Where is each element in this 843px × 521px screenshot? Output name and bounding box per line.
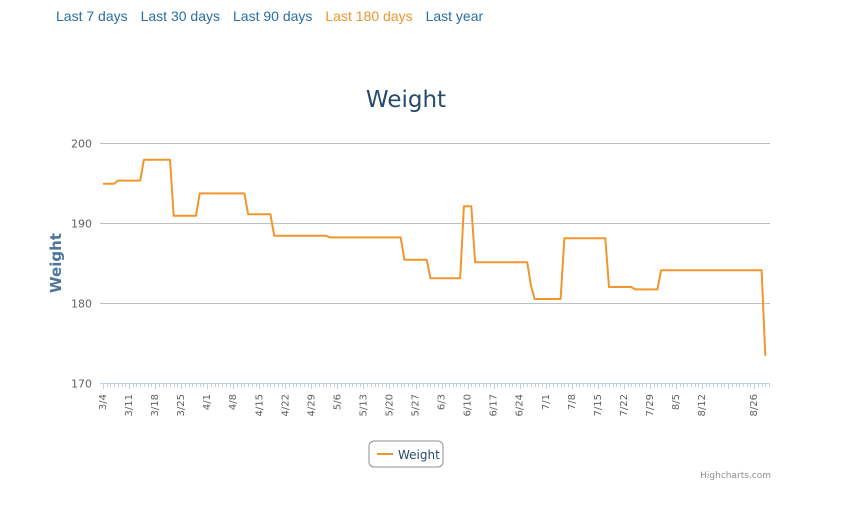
y-axis-label: Weight <box>47 233 65 293</box>
x-tick-label: 3/11 <box>124 394 135 416</box>
x-tick-label: 6/10 <box>463 394 474 416</box>
y-tick-label-170: 170 <box>71 378 92 391</box>
x-tick-label: 3/25 <box>176 394 187 416</box>
range-last-90-days[interactable]: Last 90 days <box>233 8 313 24</box>
x-tick-label: 7/8 <box>567 394 578 410</box>
range-selector: Last 7 days Last 30 days Last 90 days La… <box>56 8 483 24</box>
x-tick-label: 5/20 <box>384 394 395 416</box>
chart-title: Weight <box>366 87 446 113</box>
x-tick-label: 7/22 <box>619 394 630 416</box>
x-tick-label: 8/5 <box>671 394 682 410</box>
y-tick-label-190: 190 <box>71 218 92 231</box>
x-tick-label: 8/12 <box>697 394 708 416</box>
x-tick-label: 6/3 <box>437 394 448 410</box>
x-tick-label: 3/18 <box>150 394 161 416</box>
x-tick-label: 4/22 <box>280 394 291 416</box>
x-tick-label: 6/17 <box>489 394 500 416</box>
range-last-7-days[interactable]: Last 7 days <box>56 8 128 24</box>
x-tick-label: 3/4 <box>98 394 109 410</box>
legend[interactable]: Weight <box>368 440 444 468</box>
x-tick-label: 5/6 <box>332 394 343 410</box>
series-weight <box>103 158 767 356</box>
y-axis: 170 180 190 200 <box>71 138 92 391</box>
credits-link[interactable]: Highcharts.com <box>700 471 771 481</box>
x-tick-label: 4/1 <box>202 394 213 410</box>
range-last-year[interactable]: Last year <box>425 8 484 24</box>
x-tick-label: 4/8 <box>228 394 239 410</box>
x-tick-label: 7/1 <box>541 394 552 410</box>
range-last-30-days[interactable]: Last 30 days <box>140 8 220 24</box>
y-tick-label-200: 200 <box>71 138 92 151</box>
x-tick-label: 8/26 <box>749 394 760 416</box>
legend-item-weight[interactable]: Weight <box>398 448 440 462</box>
x-axis: 3/4 3/11 3/18 3/25 4/1 4/8 4/15 4/22 4/29 5/6 5/13… <box>98 383 770 416</box>
x-tick-label: 7/29 <box>645 394 656 416</box>
series-line-0 <box>103 158 767 356</box>
legend-box <box>368 440 444 468</box>
x-tick-label: 5/27 <box>411 394 422 416</box>
x-tick-label: 6/24 <box>515 394 526 416</box>
x-tick-label: 4/15 <box>254 394 265 416</box>
y-tick-label-180: 180 <box>71 298 92 311</box>
x-tick-label: 7/15 <box>593 394 604 416</box>
x-tick-label: 4/29 <box>306 394 317 416</box>
range-last-180-days[interactable]: Last 180 days <box>325 8 413 24</box>
x-tick-label: 5/13 <box>358 394 369 416</box>
grid-lines <box>100 143 770 304</box>
